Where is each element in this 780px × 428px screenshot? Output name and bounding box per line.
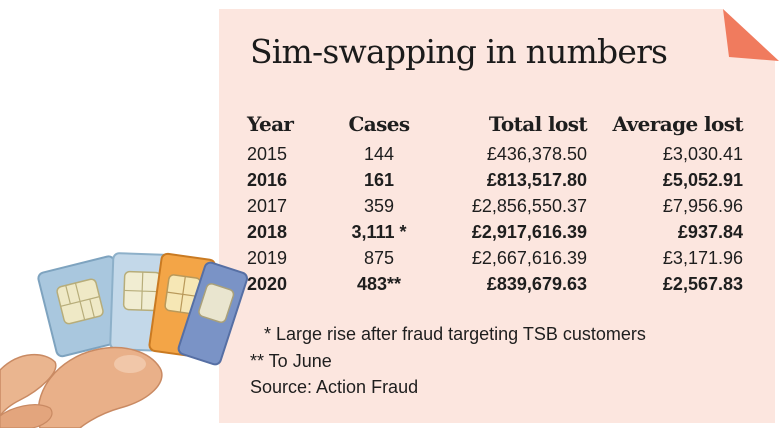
cell-year: 2018 <box>247 222 288 242</box>
fingers-icon <box>0 353 57 418</box>
page-corner-fold-icon <box>723 9 779 61</box>
sim-cards-in-hand-illustration <box>0 252 249 428</box>
cell-cases: 359 <box>363 196 395 216</box>
cell-total-lost: £813,517.80 <box>486 170 587 190</box>
cell-cases: 875 <box>363 248 395 268</box>
table-row: 2017 359 £2,856,550.37 £7,956.96 <box>247 193 743 219</box>
cell-average-lost: £3,030.41 <box>662 144 743 164</box>
cell-average-lost: £2,567.83 <box>662 274 743 294</box>
cell-average-lost: £937.84 <box>677 222 743 242</box>
cell-year: 2017 <box>247 196 288 216</box>
cell-cases: 144 <box>363 144 395 164</box>
sim-card-icon <box>37 255 134 358</box>
cell-total-lost: £2,856,550.37 <box>471 196 587 216</box>
infographic-title: Sim-swapping in numbers <box>250 32 668 71</box>
table-row: 2016 161 £813,517.80 £5,052.91 <box>247 167 743 193</box>
table-row: 2019 875 £2,667,616.39 £3,171.96 <box>247 245 743 271</box>
cell-year: 2019 <box>247 248 288 268</box>
table-row: 2018 3,111 * £2,917,616.39 £937.84 <box>247 219 743 245</box>
table-row: 2015 144 £436,378.50 £3,030.41 <box>247 141 743 167</box>
column-header-cases: Cases <box>348 112 410 136</box>
table-body: 2015 144 £436,378.50 £3,030.41 2016 161 £813,5… <box>247 141 743 297</box>
cell-year: 2020 <box>247 274 288 294</box>
cell-cases: 161 <box>363 170 395 190</box>
cell-total-lost: £436,378.50 <box>486 144 587 164</box>
footnotes: * Large rise after fraud targeting TSB c… <box>250 321 646 401</box>
cell-average-lost: £7,956.96 <box>662 196 743 216</box>
cell-year: 2015 <box>247 144 288 164</box>
source-note: Source: Action Fraud <box>250 377 419 397</box>
sim-card-icon <box>177 261 249 366</box>
cell-cases: 483** <box>356 274 402 294</box>
cell-cases: 3,111 * <box>351 222 407 242</box>
footnote-tsb: * Large rise after fraud targeting TSB c… <box>264 324 646 344</box>
column-header-total-lost: Total lost <box>488 112 588 136</box>
column-header-average-lost: Average lost <box>612 112 744 136</box>
cell-average-lost: £5,052.91 <box>662 170 743 190</box>
sim-swap-table: Year Cases Total lost Average lost 2015 1… <box>247 110 744 297</box>
cell-average-lost: £3,171.96 <box>662 248 743 268</box>
cell-total-lost: £2,917,616.39 <box>471 222 587 242</box>
footnote-june: ** To June <box>250 350 332 371</box>
cell-total-lost: £839,679.63 <box>486 274 587 294</box>
infographic-card <box>219 9 775 423</box>
cell-total-lost: £2,667,616.39 <box>471 248 587 268</box>
column-header-year: Year <box>247 112 294 136</box>
cell-year: 2016 <box>247 170 288 190</box>
table-header-row: Year Cases Total lost Average lost <box>247 110 744 141</box>
table-row: 2020 483** £839,679.63 £2,567.83 <box>247 271 743 297</box>
